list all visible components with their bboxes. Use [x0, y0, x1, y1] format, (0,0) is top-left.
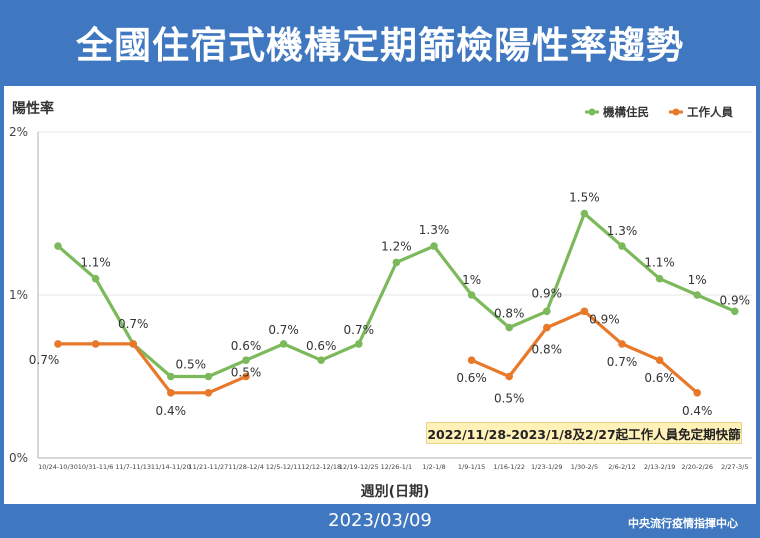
- data-label: 0.9%: [720, 293, 751, 307]
- x-tick-label: 1/2-1/8: [422, 463, 445, 471]
- footer: 2023/03/09 中央流行疫情指揮中心: [0, 506, 760, 538]
- data-point: [91, 274, 100, 283]
- data-label: 0.7%: [268, 323, 299, 337]
- x-tick-label: 2/13-2/19: [644, 463, 676, 471]
- legend-label: 工作人員: [687, 105, 733, 119]
- data-point: [543, 323, 551, 332]
- data-label: 0.7%: [118, 317, 149, 331]
- y-tick-label: 2%: [9, 125, 28, 139]
- data-point: [505, 323, 513, 332]
- x-tick-label: 11/28-12/4: [228, 463, 264, 471]
- data-point: [204, 389, 213, 397]
- x-tick-label: 2/27-3/5: [721, 463, 748, 471]
- y-axis-title: 陽性率: [12, 100, 54, 117]
- y-tick-label: 1%: [9, 288, 28, 302]
- x-tick-label: 12/12-12/18: [301, 463, 341, 471]
- data-label: 1.5%: [569, 191, 600, 205]
- data-label: 1.3%: [419, 223, 450, 237]
- data-point: [242, 356, 250, 365]
- data-point: [505, 372, 513, 381]
- data-point: [655, 356, 664, 365]
- data-label: 1%: [462, 273, 481, 287]
- x-tick-label: 1/16-1/22: [493, 463, 525, 471]
- x-tick-label: 11/7-11/13: [115, 463, 151, 471]
- data-point: [580, 209, 589, 218]
- data-label: 1.2%: [381, 239, 412, 253]
- x-tick-label: 11/14-11/20: [151, 463, 191, 471]
- x-tick-label: 10/31-11/6: [78, 463, 114, 471]
- legend-label: 機構住民: [603, 105, 649, 119]
- data-label: 0.6%: [644, 371, 675, 385]
- data-point: [279, 340, 288, 348]
- data-point: [54, 242, 62, 250]
- x-tick-label: 12/19-12/25: [339, 463, 379, 471]
- footer-date: 2023/03/09: [328, 510, 432, 531]
- data-point: [693, 389, 701, 397]
- data-point: [167, 372, 175, 381]
- data-label: 0.8%: [494, 307, 525, 321]
- data-label: 0.7%: [344, 323, 375, 337]
- x-tick-label: 10/24-10/30: [38, 463, 78, 471]
- data-label: 0.8%: [532, 343, 563, 357]
- x-tick-label: 11/21-11/27: [188, 463, 228, 471]
- data-label: 0.9%: [589, 312, 620, 326]
- x-tick-label: 2/20-2/26: [681, 463, 713, 471]
- data-point: [618, 242, 626, 250]
- data-label: 0.5%: [176, 358, 207, 372]
- data-label: 0.7%: [29, 353, 60, 367]
- x-tick-label: 2/6-2/12: [608, 463, 635, 471]
- data-point: [467, 291, 476, 299]
- x-tick-label: 12/5-12/11: [266, 463, 302, 471]
- header: 全國住宿式機構定期篩檢陽性率趨勢: [0, 0, 760, 84]
- x-tick-label: 1/9-1/15: [458, 463, 485, 471]
- x-tick-label: 12/26-1/1: [381, 463, 413, 471]
- footer-org: 中央流行疫情指揮中心: [628, 517, 738, 530]
- data-label: 0.6%: [231, 339, 262, 353]
- data-point: [731, 307, 739, 316]
- data-label: 0.4%: [156, 404, 187, 418]
- x-tick-label: 1/30-2/5: [571, 463, 598, 471]
- data-label: 0.5%: [494, 392, 525, 406]
- data-point: [129, 340, 137, 348]
- data-label: 0.5%: [231, 366, 262, 380]
- data-point: [430, 242, 438, 250]
- data-point: [467, 356, 476, 365]
- legend-marker: [672, 108, 680, 116]
- series-line: [56, 342, 248, 395]
- data-point: [242, 372, 250, 381]
- x-tick-label: 1/23-1/29: [531, 463, 563, 471]
- exemption-note: 2022/11/28-2023/1/8及2/27起工作人員免定期快篩: [426, 422, 742, 444]
- data-label: 1.1%: [644, 256, 675, 270]
- legend-marker: [588, 108, 596, 116]
- data-label: 0.7%: [607, 355, 638, 369]
- data-point: [167, 389, 175, 397]
- data-point: [580, 307, 589, 316]
- chart-title: 全國住宿式機構定期篩檢陽性率趨勢: [76, 24, 684, 67]
- data-label: 0.6%: [456, 371, 487, 385]
- data-label: 0.4%: [682, 404, 713, 418]
- data-point: [91, 340, 100, 348]
- y-tick-label: 0%: [9, 451, 28, 465]
- data-label: 0.9%: [532, 286, 563, 300]
- data-label: 1.1%: [80, 256, 111, 270]
- data-point: [392, 258, 401, 267]
- data-label: 0.6%: [306, 339, 337, 353]
- x-axis-title: 週別(日期): [361, 484, 430, 500]
- data-point: [204, 372, 213, 381]
- data-point: [693, 291, 701, 299]
- data-label: 1%: [688, 273, 707, 287]
- data-point: [655, 274, 664, 283]
- data-label: 1.3%: [607, 224, 638, 238]
- data-point: [543, 307, 551, 316]
- data-point: [317, 356, 326, 365]
- data-point: [54, 340, 62, 348]
- data-point: [355, 340, 363, 348]
- data-point: [618, 340, 626, 348]
